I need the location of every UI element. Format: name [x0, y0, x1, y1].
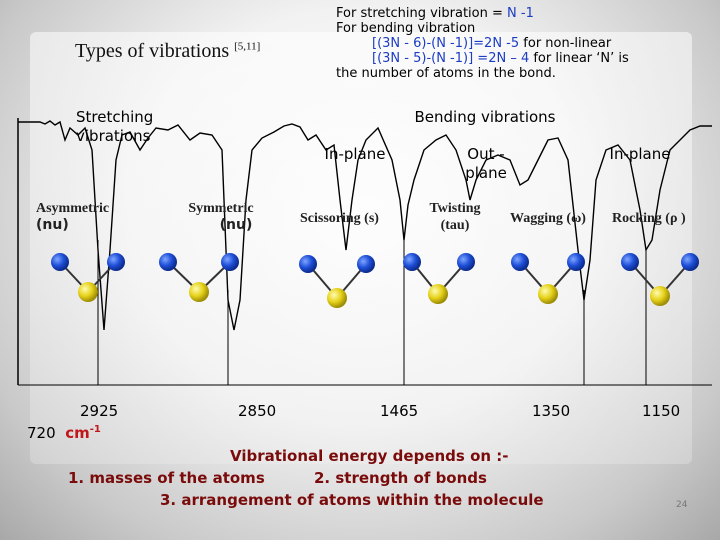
energy-factor-bonds: 2. strength of bonds — [314, 469, 487, 487]
formula-suffix-3: for non-linear — [519, 36, 612, 51]
asymmetric-name: Asymmetric — [36, 201, 110, 216]
hydrogen-atom — [107, 253, 125, 271]
wavenumber-1350: 1350 — [532, 402, 571, 420]
energy-heading: Vibrational energy depends on :- — [230, 447, 509, 465]
energy-factor-arrangement: 3. arrangement of atoms within the molec… — [160, 491, 544, 509]
wavenumber-2850: 2850 — [238, 402, 277, 420]
slide-title: Types of vibrations [5,11] — [75, 40, 260, 63]
formula-value-1: N -1 — [507, 6, 534, 21]
hydrogen-atom — [457, 253, 475, 271]
twisting-symbol: (tau) — [440, 218, 470, 233]
label-rocking: Rocking (ρ ) — [612, 211, 686, 226]
hydrogen-atom — [51, 253, 69, 271]
hydrogen-atom — [159, 253, 177, 271]
formula-line-2: For bending vibration — [336, 21, 476, 36]
formula-line-3: [(3N - 6)-(N -1)]=2N -5 — [372, 36, 520, 51]
formula-suffix-4: for linear ‘N’ is — [529, 51, 629, 66]
wavenumber-1150: 1150 — [642, 402, 681, 420]
hydrogen-atom — [567, 253, 585, 271]
hydrogen-atom — [681, 253, 699, 271]
header-in-plane-1: In-plane — [324, 145, 386, 163]
title-text: Types of vibrations — [75, 40, 230, 62]
hydrogen-atom — [621, 253, 639, 271]
formula-line-4: [(3N - 5)-(N -1)] =2N – 4 — [372, 51, 530, 66]
header-stretching: Stretching vibrations — [76, 108, 154, 145]
twisting-name: Twisting — [429, 201, 481, 216]
molecule-asymmetric — [51, 253, 125, 302]
label-twisting: Twisting (tau) — [422, 200, 488, 234]
molecule-twisting — [403, 253, 475, 304]
symmetric-symbol: (nu) — [219, 217, 253, 233]
formula-note: For stretching vibration = N -1 For bend… — [336, 6, 629, 81]
wavenumber-unit: cm-1 — [65, 424, 101, 442]
label-symmetric: Symmetric (nu) — [176, 200, 266, 234]
carbon-atom — [428, 284, 448, 304]
molecule-symmetric — [159, 253, 239, 302]
hydrogen-atom — [357, 255, 375, 273]
wavenumber-1465: 1465 — [380, 402, 419, 420]
hydrogen-atom — [221, 253, 239, 271]
content-panel — [30, 32, 692, 464]
header-in-plane-2: In-plane — [609, 145, 671, 163]
ir-spectrum-trace — [18, 120, 712, 331]
wavenumber-2925: 2925 — [80, 402, 119, 420]
page-number: 24 — [676, 500, 688, 510]
header-out-of-plane: Out - plane — [465, 145, 507, 182]
carbon-atom — [650, 286, 670, 306]
label-scissoring: Scissoring (s) — [300, 211, 379, 226]
molecule-scissoring — [299, 255, 375, 308]
header-bending: Bending vibrations — [414, 108, 556, 126]
hydrogen-atom — [299, 255, 317, 273]
formula-line-1: For stretching vibration = — [336, 6, 508, 21]
label-asymmetric: Asymmetric (nu) — [36, 200, 109, 234]
wavenumber-720: 720 cm-1 — [27, 424, 101, 442]
label-wagging: Wagging (ω) — [510, 211, 586, 226]
carbon-atom — [327, 288, 347, 308]
wavenumber-720-value: 720 — [27, 424, 56, 442]
formula-line-5: the number of atoms in the bond. — [336, 66, 556, 81]
carbon-atom — [78, 282, 98, 302]
asymmetric-symbol: (nu) — [36, 217, 69, 233]
carbon-atom — [189, 282, 209, 302]
energy-factor-masses: 1. masses of the atoms — [68, 469, 265, 487]
molecule-rocking — [621, 253, 699, 306]
hydrogen-atom — [511, 253, 529, 271]
title-reference: [5,11] — [234, 40, 261, 53]
molecule-wagging — [511, 253, 585, 304]
carbon-atom — [538, 284, 558, 304]
hydrogen-atom — [403, 253, 421, 271]
symmetric-name: Symmetric — [188, 201, 254, 216]
